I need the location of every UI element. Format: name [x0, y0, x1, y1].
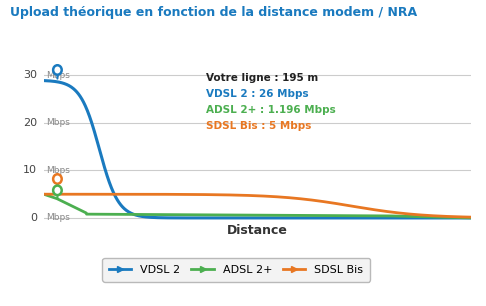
Text: Mbps: Mbps — [46, 118, 70, 127]
Text: 0: 0 — [30, 213, 37, 223]
Text: 30: 30 — [23, 70, 37, 80]
Text: 20: 20 — [23, 118, 37, 128]
Legend: VDSL 2, ADSL 2+, SDSL Bis: VDSL 2, ADSL 2+, SDSL Bis — [103, 258, 370, 282]
Circle shape — [53, 174, 62, 184]
X-axis label: Distance: Distance — [227, 225, 288, 237]
Text: Votre ligne : 195 m: Votre ligne : 195 m — [206, 73, 318, 83]
Text: VDSL 2 : 26 Mbps: VDSL 2 : 26 Mbps — [206, 89, 309, 99]
Circle shape — [53, 65, 62, 75]
Text: Mbps: Mbps — [46, 166, 70, 175]
Text: Upload théorique en fonction de la distance modem / NRA: Upload théorique en fonction de la dista… — [10, 6, 417, 19]
Text: 10: 10 — [23, 166, 37, 175]
Circle shape — [53, 186, 62, 195]
Text: SDSL Bis : 5 Mbps: SDSL Bis : 5 Mbps — [206, 121, 312, 131]
Text: Mbps: Mbps — [46, 214, 70, 222]
Text: ADSL 2+ : 1.196 Mbps: ADSL 2+ : 1.196 Mbps — [206, 105, 336, 115]
Text: Mbps: Mbps — [46, 71, 70, 80]
